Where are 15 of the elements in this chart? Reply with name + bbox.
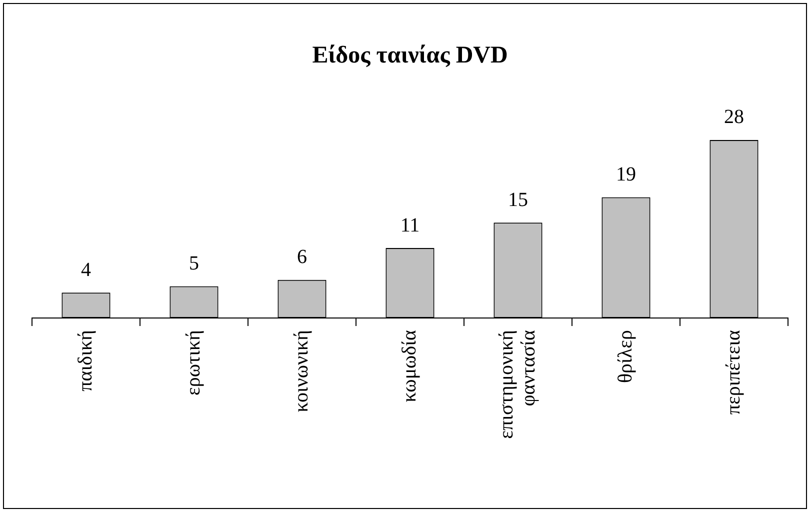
data-label: 5 [189,252,199,274]
data-label: 28 [724,106,744,128]
chart-title: Είδος ταινίας DVD [312,42,508,69]
data-label: 15 [508,188,528,211]
x-tick-label: θρίλερ [614,330,636,384]
data-label: 4 [81,258,91,281]
x-tick-label: ερωτική [182,330,204,396]
x-tick-label: κωμωδία [398,329,420,402]
data-label: 19 [616,163,636,186]
x-tick-label: παιδική [74,330,96,392]
x-tick-label: επιστημονική φαντασία [495,329,540,439]
x-tick-label: κοινωνική [290,330,312,412]
data-label: 6 [297,246,307,268]
x-tick-label: περιπέτεια [722,329,744,415]
data-label: 11 [400,214,420,236]
